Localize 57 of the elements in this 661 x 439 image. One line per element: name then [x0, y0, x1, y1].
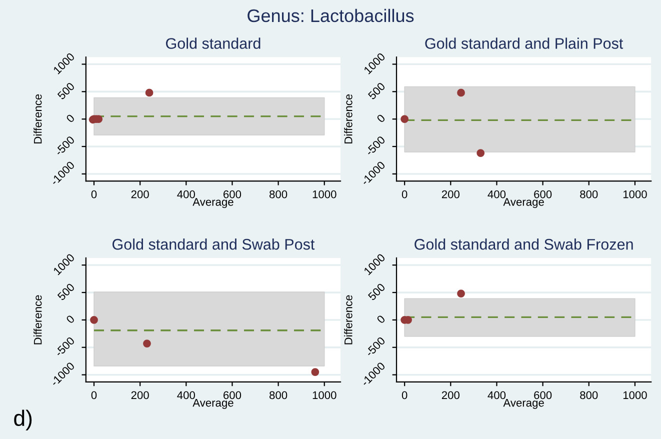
x-tick-label: 400 [488, 391, 506, 400]
x-tick-label: 800 [580, 190, 598, 198]
y-tick-label: 500 [368, 282, 386, 301]
x-tick-label: 600 [534, 190, 552, 198]
x-tick-label: 200 [131, 391, 149, 400]
x-tick-label: 0 [402, 190, 408, 198]
y-tick-label: -500 [364, 336, 386, 357]
x-axis-title: Average [192, 198, 234, 208]
x-tick-label: 600 [534, 391, 552, 400]
x-tick-label: 200 [131, 190, 149, 198]
y-axis-title: Difference [344, 94, 352, 144]
y-tick-label: -500 [54, 336, 76, 357]
y-tick-label: 500 [368, 82, 386, 100]
x-tick-label: 400 [488, 190, 506, 198]
text: d) [14, 410, 32, 430]
x-tick-label: 0 [91, 391, 97, 400]
x-tick-label: 400 [177, 391, 195, 400]
x-axis-title: Average [503, 398, 544, 409]
y-tick-label: 0 [376, 314, 386, 324]
x-tick-label: 600 [224, 391, 242, 400]
point [145, 88, 154, 97]
chart-title: Gold standard and Plain Post [425, 38, 624, 49]
point [476, 149, 485, 158]
text: Genus: Lactobacillus [248, 8, 414, 22]
y-tick-label: -500 [364, 135, 386, 156]
point [457, 88, 465, 97]
x-tick-label: 400 [177, 190, 195, 198]
y-tick-label: 500 [56, 82, 76, 100]
point [90, 316, 98, 324]
point [400, 115, 409, 124]
x-axis-title: Average [503, 198, 544, 208]
x-tick-label: 800 [270, 190, 288, 198]
x-tick-label: 800 [580, 391, 598, 400]
x-axis-title: Average [192, 398, 234, 409]
x-tick-label: 1000 [623, 391, 647, 400]
chart-title: Gold standard and Swab Frozen [414, 238, 633, 250]
x-tick-label: 600 [224, 190, 242, 198]
x-tick-label: 1000 [312, 391, 336, 400]
x-tick-label: 800 [270, 391, 288, 400]
chart-title: Gold standard and Swab Post [112, 238, 315, 250]
point [311, 368, 320, 376]
y-tick-label: 0 [376, 114, 386, 124]
y-axis-title: Difference [34, 94, 42, 144]
y-axis-title: Difference [34, 295, 42, 344]
x-tick-label: 1000 [312, 190, 336, 198]
y-tick-label: -500 [54, 135, 76, 156]
x-tick-label: 1000 [623, 190, 647, 198]
y-tick-label: 0 [66, 114, 76, 124]
y-axis-title: Difference [344, 295, 352, 344]
y-tick-label: 0 [66, 314, 76, 324]
chart-title: Gold standard [166, 38, 260, 49]
y-tick-label: 500 [56, 282, 76, 301]
x-tick-label: 0 [402, 391, 408, 400]
point [143, 340, 151, 348]
x-tick-label: 200 [442, 391, 460, 400]
x-tick-label: 0 [91, 190, 97, 198]
x-tick-label: 200 [442, 190, 460, 198]
